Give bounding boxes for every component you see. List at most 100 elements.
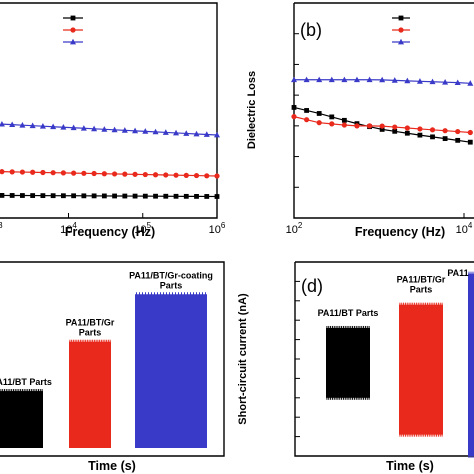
panel-a-series-line <box>1 194 218 198</box>
panel-b-point <box>328 76 335 83</box>
panel-a-point <box>60 124 67 130</box>
panel-a-point <box>91 193 97 199</box>
panel-b-point <box>303 76 310 83</box>
panel-a-point <box>214 173 220 179</box>
panel-a-point <box>183 172 189 178</box>
panel-a-point <box>183 193 189 199</box>
panel-a-point <box>214 194 220 199</box>
panel-c-bar-label: PA11/BT/Gr-coating Parts <box>129 270 213 290</box>
panel-a-point <box>204 173 210 179</box>
panel-b-point <box>354 123 360 129</box>
panel-b-point <box>379 76 386 83</box>
panel-a-point <box>101 126 108 132</box>
panel-a-point <box>30 193 36 198</box>
panel-b-point <box>316 76 323 83</box>
panel-c-xlabel: Time (s) <box>88 459 136 473</box>
panel-a-point <box>29 122 36 129</box>
panel-b-point <box>392 128 398 134</box>
panel-b-point <box>454 79 461 86</box>
panel-b-point <box>442 128 448 134</box>
panel-a-point <box>163 172 169 178</box>
panel-a-point <box>60 193 66 199</box>
panel-b-point <box>404 130 410 136</box>
panel-a-point <box>203 131 210 137</box>
panel-b-label: (b) <box>300 20 322 40</box>
panel-a-legend <box>63 15 83 45</box>
panel-a-series-line <box>1 123 218 136</box>
panel-b-point <box>404 77 411 84</box>
panel-c-bar-label: PA11/BT Parts <box>0 377 52 387</box>
panel-b-point <box>366 76 373 83</box>
panel-a-point <box>142 128 149 134</box>
panel-a-point <box>162 129 169 135</box>
panel-a-point <box>40 169 46 176</box>
panel-b-point <box>442 79 449 85</box>
panel-a-point <box>132 193 138 199</box>
panel-b-point <box>341 117 347 123</box>
panel-a-point <box>71 170 77 176</box>
panel-b-point <box>291 76 297 83</box>
panel-c-bar-label: PA11/BT/Gr Parts <box>66 318 115 338</box>
panel-a-point <box>173 193 179 199</box>
panel-d-bar <box>468 273 474 456</box>
panel-b-point <box>416 78 423 84</box>
panel-d-bar-label: PA11/BT/Gr Parts <box>397 275 446 295</box>
panel-a-point <box>194 193 199 199</box>
panel-a-series-line <box>1 171 218 177</box>
panel-a-point <box>50 123 57 130</box>
panel-a-point <box>40 193 46 199</box>
panel-b-point <box>417 126 423 132</box>
panel-d-bar-label: PA11 <box>447 268 468 278</box>
panel-d-bar <box>326 327 370 398</box>
panel-a-point <box>20 193 25 198</box>
panel-c-bar <box>135 294 207 448</box>
panel-a-point <box>9 193 15 198</box>
panel-b-point <box>467 129 473 136</box>
panel-a-point <box>142 171 148 178</box>
panel-d-bar <box>399 304 443 435</box>
panel-b-point <box>430 134 435 140</box>
panel-b-point <box>404 125 410 131</box>
panel-a-point <box>0 169 5 175</box>
panel-a-point <box>152 128 159 135</box>
panel-b-point <box>329 121 335 127</box>
panel-b-point <box>379 127 385 132</box>
panel-a-point <box>91 170 97 177</box>
panel-b-point <box>455 137 461 143</box>
panel-a-xtick-label: 104 <box>60 221 77 236</box>
panel-c-bar <box>69 341 111 448</box>
panel-b-xtick-label: 104 <box>456 221 473 236</box>
panel-d-bar-label: PA11/BT Parts <box>318 308 379 318</box>
panel-b-point <box>379 123 385 129</box>
panel-b-point <box>391 77 398 83</box>
panel-b-point <box>366 123 373 129</box>
panel-a-point <box>163 193 169 199</box>
panel-a-point <box>111 126 118 133</box>
panel-b-point <box>467 80 474 86</box>
panel-a-point <box>50 170 56 176</box>
panel-c-bar <box>0 391 43 448</box>
panel-a-legend-marker <box>70 38 76 45</box>
panel-b-xlabel: Frequency (Hz) <box>355 225 445 239</box>
panel-a-point <box>183 130 190 136</box>
panel-b-legend-marker <box>398 27 404 33</box>
panel-d-ylabel: Short-circuit current (nA) <box>237 293 249 425</box>
panel-a-point <box>132 127 139 134</box>
panel-b-point <box>442 136 448 142</box>
panel-a-point <box>121 127 128 133</box>
panel-a-point <box>30 169 36 175</box>
panel-a-legend-marker <box>70 15 76 21</box>
panel-a-point <box>152 172 159 178</box>
panel-a: 103 104 105 106 Frequency (Hz) <box>0 2 226 239</box>
panel-a-point <box>50 193 56 199</box>
panel-a-point <box>9 169 15 175</box>
panel-a-xtick-label: 106 <box>209 221 226 236</box>
panel-b-point <box>341 76 348 83</box>
panel-b-legend-marker <box>398 38 404 45</box>
panel-a-point <box>71 193 77 199</box>
panel-a-point <box>0 120 5 127</box>
panel-b-point <box>341 122 347 128</box>
panel-a-point <box>39 123 46 129</box>
